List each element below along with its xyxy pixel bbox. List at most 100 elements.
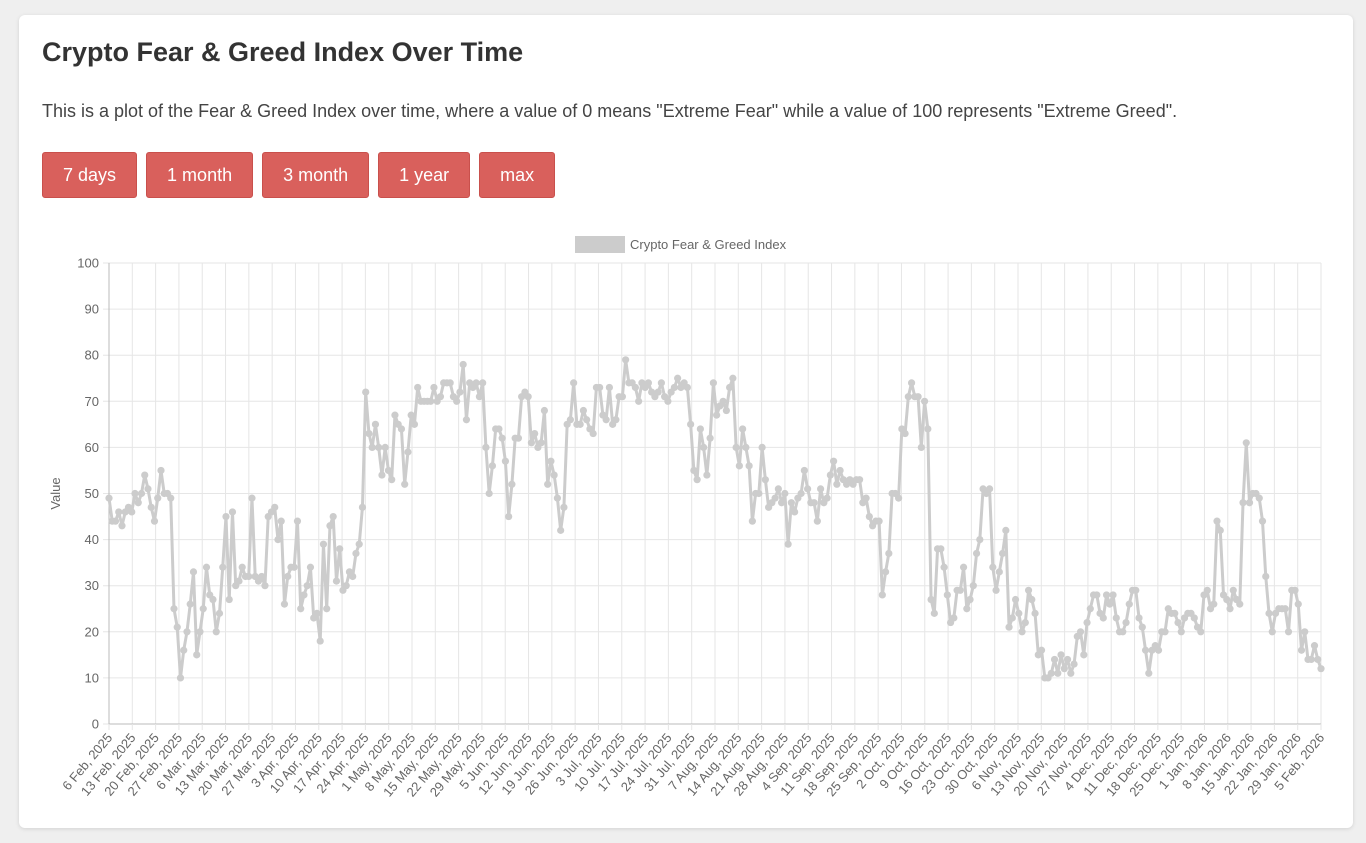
range-3-month-button[interactable]: 3 month <box>262 152 370 198</box>
data-point <box>482 443 490 451</box>
data-point <box>589 429 597 438</box>
data-point <box>134 499 142 507</box>
data-point <box>508 480 516 488</box>
data-point <box>1018 628 1026 636</box>
data-point <box>904 393 912 401</box>
data-point <box>742 443 750 451</box>
data-point <box>248 494 256 502</box>
data-point <box>495 425 503 433</box>
data-point <box>1054 669 1062 677</box>
data-point <box>1226 605 1234 613</box>
data-point <box>436 393 445 401</box>
data-point <box>1307 655 1315 664</box>
data-point <box>1314 655 1322 664</box>
data-point <box>696 425 704 433</box>
data-point <box>1102 591 1111 599</box>
data-point <box>371 420 380 428</box>
data-point <box>1138 623 1146 631</box>
data-point <box>830 457 838 465</box>
data-point <box>631 383 639 392</box>
data-point <box>1245 499 1254 507</box>
y-tick-label: 80 <box>85 348 99 363</box>
data-point <box>115 508 123 516</box>
data-point <box>1093 591 1101 599</box>
data-point <box>323 605 331 613</box>
data-point <box>703 471 711 479</box>
data-point <box>427 397 435 405</box>
data-point <box>881 568 890 576</box>
range-1-year-button[interactable]: 1 year <box>378 152 471 198</box>
data-point <box>817 485 825 493</box>
data-point <box>1119 628 1127 636</box>
data-point <box>183 628 191 636</box>
range-7-days-button[interactable]: 7 days <box>42 152 138 198</box>
data-point <box>329 512 337 521</box>
data-point <box>917 443 925 451</box>
data-point <box>706 434 714 442</box>
data-point <box>446 379 454 387</box>
data-point <box>576 420 584 428</box>
range-button-group: 7 days 1 month 3 month 1 year max <box>42 152 564 198</box>
data-point <box>189 568 198 576</box>
data-point <box>313 609 321 617</box>
data-point <box>670 383 678 392</box>
data-point <box>1190 614 1198 622</box>
data-point <box>430 383 438 392</box>
data-point <box>235 577 243 585</box>
data-point <box>196 628 204 636</box>
data-point <box>1301 628 1309 636</box>
data-point <box>1265 609 1273 617</box>
data-point <box>144 485 152 493</box>
data-point <box>105 494 113 502</box>
data-point <box>813 517 821 525</box>
data-point <box>332 577 341 585</box>
data-point <box>732 443 740 451</box>
data-point <box>1174 618 1182 627</box>
data-point <box>225 595 233 604</box>
data-point <box>943 591 951 599</box>
data-point <box>1284 628 1293 636</box>
data-point <box>963 605 971 613</box>
data-point <box>531 429 539 438</box>
data-point <box>976 536 984 544</box>
data-point <box>612 416 620 424</box>
data-point <box>186 600 194 608</box>
data-point <box>771 494 779 502</box>
data-point <box>128 508 136 516</box>
data-point <box>833 480 841 488</box>
legend-label: Crypto Fear & Greed Index <box>630 237 787 252</box>
range-max-button[interactable]: max <box>479 152 556 198</box>
data-point <box>1258 517 1267 525</box>
data-point <box>290 563 298 571</box>
data-point <box>456 388 464 396</box>
data-point <box>378 471 386 479</box>
data-point <box>602 416 610 424</box>
data-point <box>401 480 409 488</box>
data-point <box>1197 628 1205 636</box>
data-point <box>687 420 695 428</box>
data-point <box>596 383 604 392</box>
data-point <box>823 494 831 502</box>
data-point <box>998 549 1007 558</box>
data-point <box>453 397 461 405</box>
data-point <box>1229 586 1237 594</box>
data-point <box>537 439 545 447</box>
data-point <box>1005 623 1013 631</box>
data-point <box>1109 591 1117 599</box>
data-point <box>154 494 162 502</box>
data-point <box>657 379 665 387</box>
page-description: This is a plot of the Fear & Greed Index… <box>42 101 1178 121</box>
data-point <box>297 605 305 613</box>
data-point <box>1060 665 1068 673</box>
data-point <box>1239 499 1247 507</box>
data-point <box>566 416 575 424</box>
data-point <box>176 674 185 682</box>
data-point <box>336 545 344 553</box>
data-point <box>654 388 662 396</box>
range-1-month-button[interactable]: 1 month <box>146 152 254 198</box>
data-point <box>414 383 422 392</box>
data-point <box>1154 646 1163 654</box>
data-point <box>228 508 237 516</box>
data-point <box>735 462 743 470</box>
data-point <box>966 595 974 604</box>
